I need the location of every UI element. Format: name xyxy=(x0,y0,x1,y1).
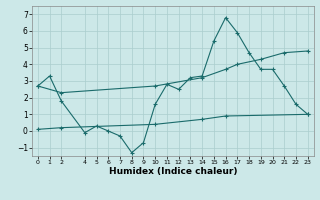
X-axis label: Humidex (Indice chaleur): Humidex (Indice chaleur) xyxy=(108,167,237,176)
